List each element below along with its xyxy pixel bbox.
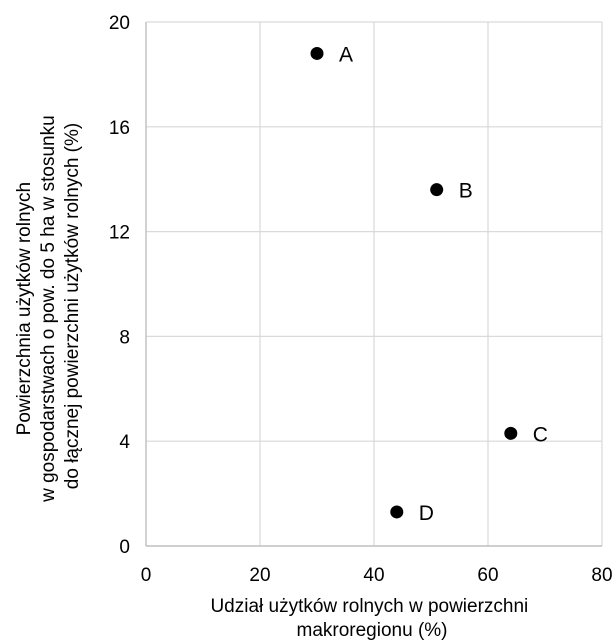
y-tick-label: 20: [109, 13, 130, 34]
point-label-a: A: [339, 43, 353, 66]
data-point-d: [390, 505, 404, 519]
y-tick-label: 8: [119, 327, 130, 348]
y-tick-label: 0: [119, 537, 130, 558]
data-point-c: [504, 426, 518, 440]
y-tick-labels: 0 4 8 12 16 20: [109, 13, 131, 558]
point-labels: A B C D: [339, 43, 548, 525]
data-point-b: [430, 183, 444, 197]
y-axis-title-line-2: w gospodarstwach o pow. do 5 ha w stosun…: [38, 115, 59, 503]
point-label-c: C: [533, 423, 548, 446]
axes: [145, 22, 602, 547]
y-tick-label: 16: [109, 118, 130, 139]
y-tick-label: 4: [119, 432, 130, 453]
point-label-b: B: [459, 180, 473, 203]
data-points: [310, 46, 518, 519]
y-axis-title-line-1: Powierzchnia użytków rolnych: [14, 182, 35, 435]
x-tick-label: 40: [363, 565, 384, 586]
y-tick-label: 12: [109, 223, 130, 244]
x-tick-label: 80: [591, 565, 612, 586]
data-point-a: [310, 46, 324, 60]
y-axis-title-line-3: do łącznej powierzchni użytków rolnych (…: [62, 123, 83, 489]
x-tick-label: 60: [477, 565, 498, 586]
grid-lines: [146, 21, 603, 546]
x-axis-title-line-1: Udział użytków rolnych w powierzchni: [210, 596, 528, 617]
x-axis-title: Udział użytków rolnych w powierzchni mak…: [210, 596, 533, 641]
x-tick-label: 20: [249, 565, 270, 586]
y-axis-title: Powierzchnia użytków rolnych w gospodars…: [14, 110, 83, 503]
point-label-d: D: [419, 502, 434, 525]
x-axis-title-line-2: makroregionu (%): [297, 620, 448, 641]
x-tick-label: 0: [141, 565, 152, 586]
x-tick-labels: 0 20 40 60 80: [141, 565, 613, 586]
